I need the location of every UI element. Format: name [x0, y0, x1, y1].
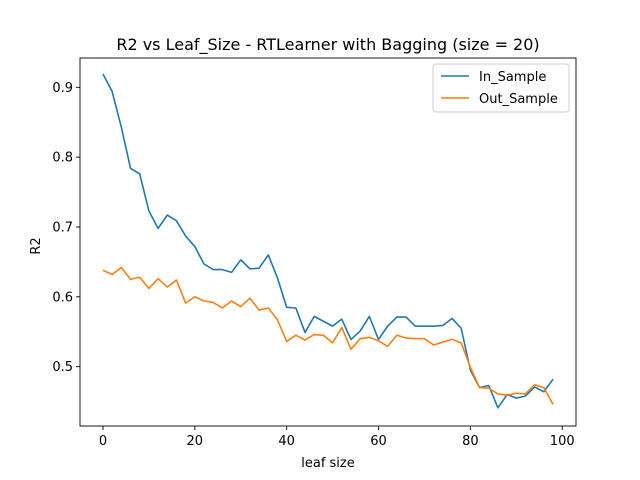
legend-label-1: In_Sample: [479, 70, 546, 85]
plot-frame: [79, 57, 577, 427]
x-tick-label: 40: [278, 434, 295, 449]
x-tick-label: 60: [370, 434, 387, 449]
y-tick-label: 0.7: [52, 220, 73, 235]
x-tick-label: 100: [550, 434, 575, 449]
legend-label-2: Out_Sample: [479, 92, 558, 107]
chart-title: R2 vs Leaf_Size - RTLearner with Bagging…: [116, 35, 539, 55]
x-tick-label: 0: [99, 434, 107, 449]
x-axis-label: leaf size: [301, 456, 355, 471]
axes: 0 20 40 60 80 100 0.5 0.6 0.7 0.8 0.9: [52, 57, 577, 449]
x-tick-label: 20: [187, 434, 204, 449]
y-axis-label: R2: [29, 237, 44, 254]
series-line-2: [102, 266, 554, 405]
plot-lines: [102, 73, 554, 409]
y-tick-label: 0.6: [52, 290, 73, 305]
y-tick-label: 0.9: [52, 81, 73, 96]
y-tick-label: 0.5: [52, 360, 73, 375]
legend: In_Sample Out_Sample: [432, 63, 570, 113]
x-tick-label: 80: [462, 434, 479, 449]
y-tick-label: 0.8: [52, 151, 73, 166]
